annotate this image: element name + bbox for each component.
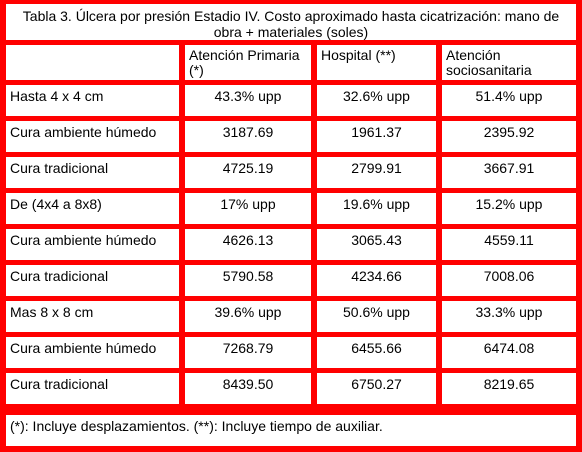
row-value-cell: 19.6% upp — [317, 193, 436, 224]
row-value-cell: 7008.06 — [442, 265, 576, 296]
row-value-cell: 6750.27 — [317, 373, 436, 404]
row-label: Mas 8 x 8 cm — [6, 301, 179, 332]
row-value-cell: 3667.91 — [442, 157, 576, 188]
row-value-cell: 5790.58 — [185, 265, 311, 296]
row-value-cell: 4725.19 — [185, 157, 311, 188]
table-footnote: (*): Incluye desplazamientos. (**): Incl… — [6, 415, 576, 446]
row-value-cell: 2395.92 — [442, 121, 576, 152]
header-blank-cell — [6, 45, 179, 80]
row-value-cell: 4559.11 — [442, 229, 576, 260]
row-value-cell: 51.4% upp — [442, 85, 576, 116]
row-value-cell: 4234.66 — [317, 265, 436, 296]
row-value-cell: 6474.08 — [442, 337, 576, 368]
row-label: De (4x4 a 8x8) — [6, 193, 179, 224]
row-label: Cura ambiente húmedo — [6, 337, 179, 368]
row-value-cell: 39.6% upp — [185, 301, 311, 332]
header-hospital: Hospital (**) — [317, 45, 436, 80]
row-value-cell: 6455.66 — [317, 337, 436, 368]
row-label: Cura tradicional — [6, 157, 179, 188]
row-value-cell: 3187.69 — [185, 121, 311, 152]
row-label: Cura ambiente húmedo — [6, 229, 179, 260]
row-value-cell: 8219.65 — [442, 373, 576, 404]
row-label: Cura tradicional — [6, 265, 179, 296]
row-value-cell: 43.3% upp — [185, 85, 311, 116]
row-value-cell: 1961.37 — [317, 121, 436, 152]
row-label: Cura ambiente húmedo — [6, 121, 179, 152]
row-value-cell: 17% upp — [185, 193, 311, 224]
row-value-cell: 2799.91 — [317, 157, 436, 188]
row-value-cell: 3065.43 — [317, 229, 436, 260]
table-title: Tabla 3. Úlcera por presión Estadio IV. … — [6, 4, 576, 40]
row-value-cell: 33.3% upp — [442, 301, 576, 332]
header-atencion-sociosanitaria: Atención sociosanitaria — [442, 45, 576, 80]
row-value-cell: 15.2% upp — [442, 193, 576, 224]
row-value-cell: 4626.13 — [185, 229, 311, 260]
row-value-cell: 50.6% upp — [317, 301, 436, 332]
row-label: Cura tradicional — [6, 373, 179, 404]
row-value-cell: 32.6% upp — [317, 85, 436, 116]
row-label: Hasta 4 x 4 cm — [6, 85, 179, 116]
header-atencion-primaria: Atención Primaria (*) — [185, 45, 311, 80]
row-value-cell: 8439.50 — [185, 373, 311, 404]
row-value-cell: 7268.79 — [185, 337, 311, 368]
